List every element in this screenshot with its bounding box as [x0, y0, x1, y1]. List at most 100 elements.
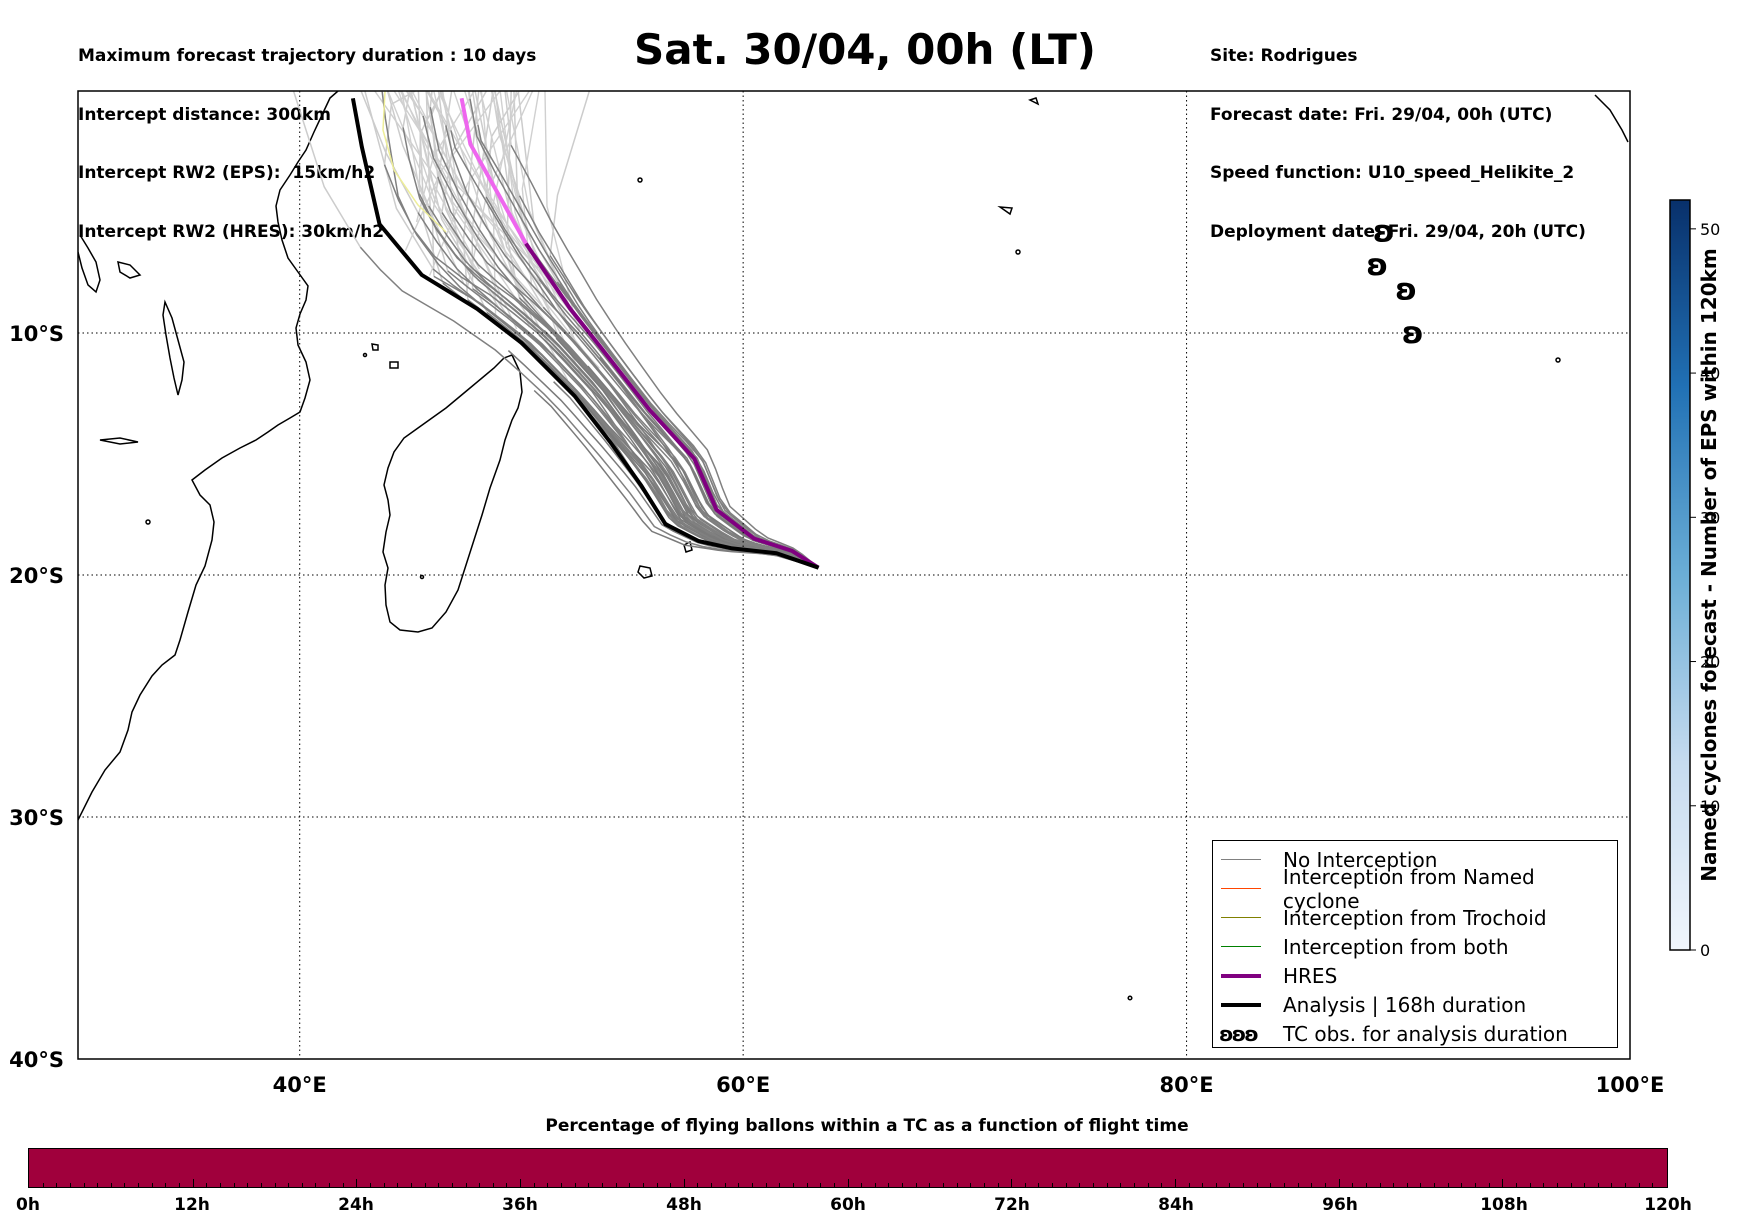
map-title: Sat. 30/04, 00h (LT): [634, 25, 1096, 74]
bottom-colorbar-minor-tick: [1215, 1183, 1217, 1187]
bottom-colorbar-minor-tick: [465, 1183, 467, 1187]
lake-outline: [78, 234, 101, 294]
lon-tick-label: 40°E: [273, 1073, 327, 1097]
hres-trajectory-early: [459, 97, 528, 245]
cyclone-symbol-icon: ʚʚʚ: [1219, 1021, 1259, 1046]
bottom-colorbar-minor-tick: [1024, 1183, 1026, 1187]
bottom-colorbar-minor-tick: [1120, 1183, 1122, 1187]
colorbar-tick-label: 0: [1700, 941, 1710, 960]
bottom-colorbar-minor-tick: [915, 1183, 917, 1187]
eps-trajectory: [418, 193, 819, 569]
bottom-colorbar-minor-tick: [479, 1183, 481, 1187]
bottom-colorbar-minor-tick: [792, 1183, 794, 1187]
legend-item: Interception from Trochoid: [1213, 903, 1617, 932]
legend-item: Interception from both: [1213, 932, 1617, 961]
bottom-colorbar-tick-label: 72h: [994, 1195, 1030, 1215]
bottom-colorbar-minor-tick: [56, 1183, 58, 1187]
bottom-colorbar-minor-tick: [219, 1183, 221, 1187]
bottom-colorbar-minor-tick: [724, 1183, 726, 1187]
bottom-colorbar-minor-tick: [874, 1183, 876, 1187]
bottom-colorbar-minor-tick: [1488, 1183, 1490, 1187]
eps-trajectory-late: [440, 91, 569, 381]
lon-tick-label: 60°E: [716, 1073, 770, 1097]
bottom-colorbar-minor-tick: [574, 1183, 576, 1187]
legend-label: TC obs. for analysis duration: [1283, 1021, 1568, 1046]
bottom-colorbar-title: Percentage of flying ballons within a TC…: [545, 1116, 1189, 1136]
eps-trajectory-late: [411, 91, 542, 285]
bottom-colorbar-minor-tick: [1625, 1183, 1627, 1187]
bottom-colorbar-minor-tick: [806, 1183, 808, 1187]
bottom-colorbar-minor-tick: [492, 1183, 494, 1187]
legend-label: Interception from both: [1283, 934, 1509, 959]
bottom-colorbar-minor-tick: [342, 1183, 344, 1187]
colorbar-tick-label: 20: [1700, 653, 1720, 672]
bottom-colorbar-minor-tick: [151, 1183, 153, 1187]
bottom-colorbar-minor-tick: [1243, 1183, 1245, 1187]
bottom-colorbar-minor-tick: [329, 1183, 331, 1187]
eps-trajectory-late: [402, 91, 411, 128]
bottom-colorbar-minor-tick: [752, 1183, 753, 1187]
bottom-colorbar-minor-tick: [1365, 1183, 1367, 1187]
bottom-colorbar-minor-tick: [1515, 1183, 1517, 1187]
bottom-colorbar-minor-tick: [983, 1183, 985, 1187]
bottom-colorbar-minor-tick: [1038, 1183, 1040, 1187]
bottom-colorbar-minor-tick: [601, 1183, 603, 1187]
map-legend: No Interception Interception from Named …: [1212, 840, 1618, 1048]
bottom-colorbar-minor-tick: [260, 1183, 262, 1187]
legend-item: HRES: [1213, 961, 1617, 990]
bottom-colorbar-minor-tick: [138, 1183, 140, 1187]
header-line: Intercept RW2 (HRES): 30km/h2: [78, 221, 385, 242]
bottom-colorbar-minor-tick: [1434, 1183, 1436, 1187]
eps-trajectory-late: [407, 91, 587, 355]
cyclone-symbol-icon: ʚ: [1395, 272, 1417, 307]
bottom-colorbar-tick-label: 60h: [830, 1195, 866, 1215]
bottom-colorbar-minor-tick: [370, 1183, 372, 1187]
bottom-colorbar-minor-tick: [588, 1183, 590, 1187]
bottom-colorbar-minor-tick: [956, 1183, 958, 1187]
bottom-colorbar-minor-tick: [1461, 1183, 1463, 1187]
bottom-colorbar-minor-tick: [765, 1183, 767, 1187]
legend-swatch: [1221, 917, 1261, 918]
header-line: Intercept RW2 (EPS): 15km/h2: [78, 163, 376, 183]
bottom-colorbar-minor-tick: [1011, 1179, 1013, 1187]
eps-trajectory: [518, 297, 819, 569]
lake-outline: [162, 299, 185, 396]
bottom-colorbar-tick-label: 84h: [1158, 1195, 1194, 1215]
axis-labels: 40°E 60°E 80°E 100°E 10°S 20°S 30°S 40°S: [9, 322, 1664, 1097]
bottom-colorbar-tick-label: 12h: [174, 1195, 210, 1215]
bottom-colorbar-minor-tick: [1611, 1183, 1613, 1187]
island-outline: [1127, 995, 1133, 1001]
bottom-colorbar-minor-tick: [1188, 1183, 1190, 1187]
bottom-colorbar-minor-tick: [1297, 1183, 1299, 1187]
lon-tick-label: 100°E: [1596, 1073, 1665, 1097]
bottom-colorbar-minor-tick: [942, 1183, 944, 1187]
bottom-colorbar-minor-tick: [69, 1183, 71, 1187]
bottom-colorbar-minor-tick: [1093, 1183, 1095, 1187]
legend-item: Analysis | 168h duration: [1213, 990, 1617, 1019]
lake-outline: [117, 260, 142, 279]
lon-tick-label: 80°E: [1160, 1073, 1214, 1097]
header-line: Maximum forecast trajectory duration : 1…: [78, 46, 537, 66]
legend-swatch: [1221, 888, 1261, 889]
coastlines: [78, 91, 1629, 1001]
bottom-colorbar-minor-tick: [847, 1179, 849, 1187]
bottom-colorbar-minor-tick: [520, 1179, 522, 1187]
legend-item: No Interception: [1213, 845, 1617, 874]
bottom-colorbar-minor-tick: [424, 1183, 426, 1187]
bottom-colorbar-minor-tick: [656, 1183, 658, 1187]
legend-swatch: [1221, 946, 1261, 947]
bottom-colorbar-minor-tick: [192, 1179, 194, 1187]
colorbar-tick-label: 50: [1700, 220, 1720, 239]
bottom-colorbar-minor-tick: [970, 1183, 972, 1187]
bottom-colorbar-minor-tick: [642, 1183, 644, 1187]
bottom-colorbar-minor-tick: [397, 1183, 399, 1187]
colorbar-tick-label: 10: [1700, 797, 1720, 816]
bottom-colorbar-minor-tick: [1311, 1183, 1313, 1187]
lat-tick-label: 20°S: [9, 564, 64, 588]
madagascar-coastline: [382, 354, 523, 633]
bottom-colorbar-minor-tick: [683, 1179, 685, 1187]
bottom-colorbar-minor-tick: [1161, 1183, 1163, 1187]
eps-trajectory-yellow: [382, 91, 447, 233]
bottom-colorbar-minor-tick: [1543, 1183, 1545, 1187]
